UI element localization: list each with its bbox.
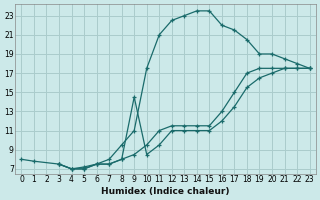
X-axis label: Humidex (Indice chaleur): Humidex (Indice chaleur)	[101, 187, 230, 196]
